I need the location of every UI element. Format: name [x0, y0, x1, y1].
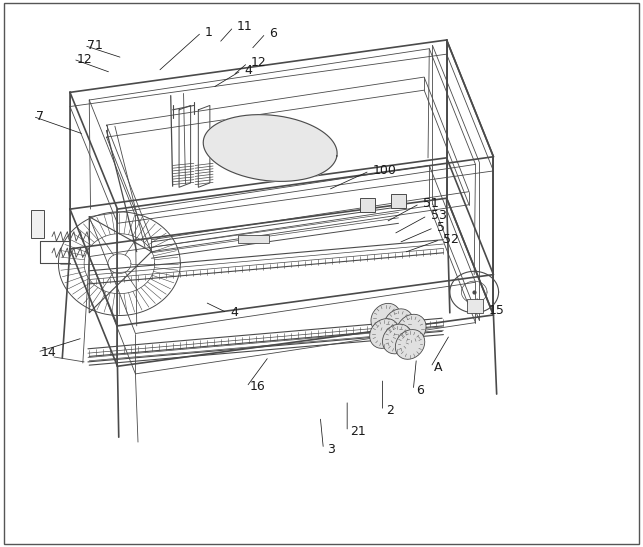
Text: 16: 16 [249, 381, 266, 393]
Ellipse shape [384, 309, 413, 339]
Text: 2: 2 [386, 404, 394, 417]
Ellipse shape [383, 324, 412, 354]
Bar [360, 198, 376, 212]
Text: 6: 6 [417, 384, 424, 397]
Text: 4: 4 [230, 306, 239, 319]
Ellipse shape [397, 315, 426, 344]
Text: 11: 11 [237, 20, 253, 33]
Ellipse shape [371, 304, 401, 333]
Bar [391, 194, 406, 208]
Text: 3: 3 [327, 443, 334, 456]
Text: 51: 51 [423, 197, 439, 210]
Text: 5: 5 [437, 221, 445, 234]
Bar [467, 299, 482, 313]
Text: 15: 15 [488, 304, 504, 317]
Ellipse shape [370, 319, 399, 348]
Text: 71: 71 [87, 39, 103, 52]
Text: 21: 21 [350, 425, 366, 438]
Text: 1: 1 [204, 26, 213, 39]
Polygon shape [203, 115, 337, 182]
FancyBboxPatch shape [31, 210, 44, 238]
Ellipse shape [395, 330, 425, 359]
Text: 52: 52 [444, 233, 459, 246]
Text: 53: 53 [431, 209, 446, 222]
Text: 100: 100 [373, 165, 397, 177]
Text: 14: 14 [41, 346, 56, 359]
Text: 4: 4 [244, 64, 253, 77]
Text: A: A [434, 361, 442, 374]
Text: 6: 6 [269, 27, 276, 40]
Text: 12: 12 [251, 56, 267, 69]
Text: 12: 12 [77, 53, 92, 66]
Bar [238, 235, 269, 243]
Text: 7: 7 [36, 110, 44, 123]
